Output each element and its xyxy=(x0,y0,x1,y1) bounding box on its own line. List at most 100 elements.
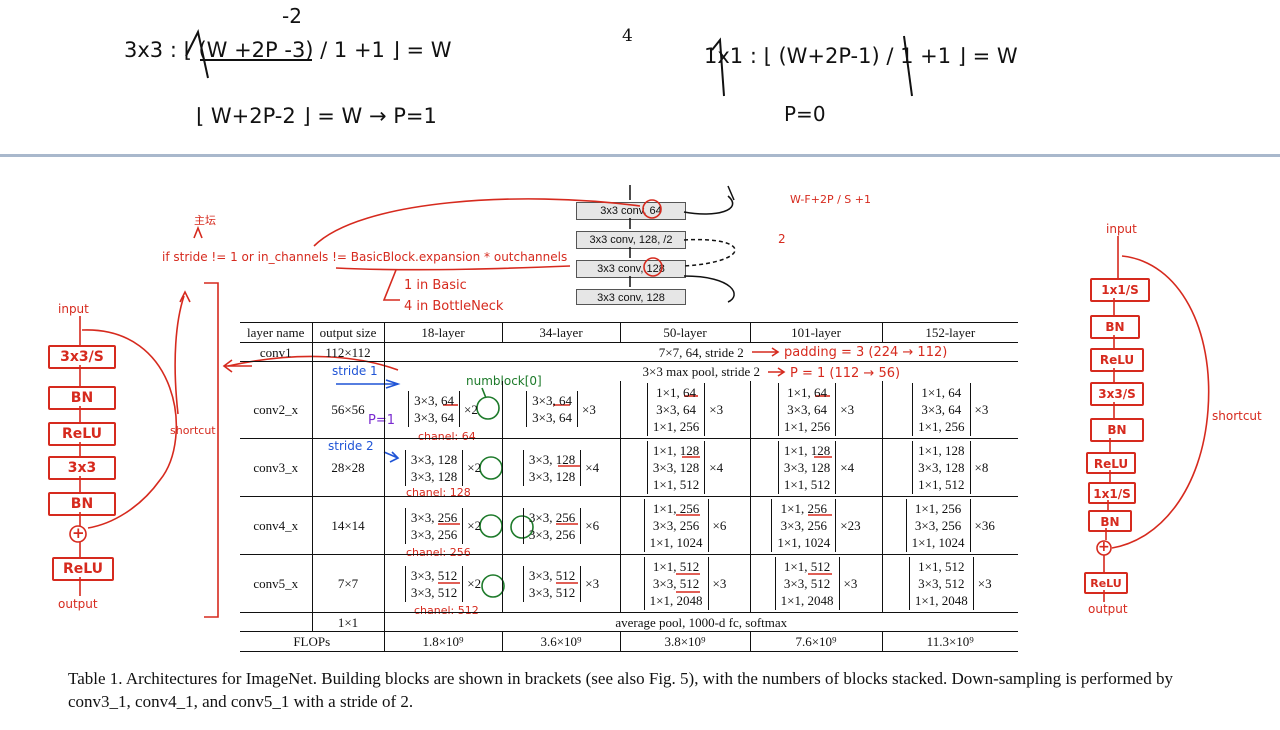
layer-name: conv5_x xyxy=(240,554,313,613)
right-flow-box: 3x3/S xyxy=(1090,382,1144,406)
left-flow-box: 3x3 xyxy=(48,456,116,480)
block-line: 3×3, 512 xyxy=(652,576,700,591)
block-line: 1×1, 64 xyxy=(921,384,962,400)
table-row: conv4_x 14×14 3×3, 256 3×3, 256 ×2 3×3, 25… xyxy=(240,496,1018,555)
block-line: 3×3, 64 xyxy=(532,393,572,409)
block-line: 3×3, 512 xyxy=(918,576,965,591)
pool-desc: 3×3 max pool, stride 2 xyxy=(642,363,760,379)
left-flow-box: ReLU xyxy=(48,422,116,446)
header-cell: 18-layer xyxy=(384,322,503,343)
architecture-table: layer name output size 18-layer 34-layer… xyxy=(240,322,1018,652)
block-line: 3×3, 512 xyxy=(410,567,458,583)
snippet-row: 3x3 conv, 128, /2 xyxy=(576,231,686,249)
block-multiplier: ×2 xyxy=(467,518,482,533)
snippet-row: 3x3 conv, 128 xyxy=(576,289,686,305)
right-flow-box: 1x1/S xyxy=(1090,278,1150,302)
output-size: 56×56 xyxy=(312,380,385,439)
block-line: 1×1, 1024 xyxy=(777,535,831,550)
block-multiplier: ×6 xyxy=(712,518,727,533)
output-size: 1×1 xyxy=(312,612,385,632)
expansion-bottleneck-note: 4 in BottleNeck xyxy=(404,299,504,314)
block-line: 3×3, 256 xyxy=(780,518,827,533)
block-line: 3×3, 512 xyxy=(410,584,458,600)
right-flow-box: ReLU xyxy=(1086,452,1136,474)
block-multiplier: ×3 xyxy=(974,401,989,417)
table-row: conv3_x 28×28 3×3, 128 3×3, 128 ×2 3×3, 12… xyxy=(240,438,1018,497)
eq-3x3: 3x3 : ⌊ (W +2P -3) / 1 +1 ⌋ = W xyxy=(124,38,452,62)
korean-note: 主坛 xyxy=(194,214,216,227)
block-line: 3×3, 64 xyxy=(414,393,454,409)
expansion-basic-note: 1 in Basic xyxy=(404,278,467,293)
block-multiplier: ×23 xyxy=(840,518,861,533)
block-line: 1×1, 64 xyxy=(787,384,827,400)
layer-name: conv4_x xyxy=(240,496,313,555)
block-line: 3×3, 64 xyxy=(921,401,962,417)
table-header-row: layer name output size 18-layer 34-layer… xyxy=(240,322,1018,343)
block-line: 3×3, 512 xyxy=(528,584,576,600)
table-row: conv2_x 56×56 3×3, 64 3×3, 64 ×2 3×3, 64 3×… xyxy=(240,380,1018,439)
block-line: 3×3, 256 xyxy=(528,509,576,525)
block-multiplier: ×2 xyxy=(467,460,482,475)
right-flow-box: BN xyxy=(1090,315,1140,339)
left-flow-output: output xyxy=(58,597,98,611)
block-multiplier: ×2 xyxy=(464,401,478,417)
block-line: 3×3, 128 xyxy=(528,451,576,467)
header-cell: 152-layer xyxy=(882,322,1018,343)
block-line: 3×3, 512 xyxy=(783,576,831,591)
table-row: conv5_x 7×7 3×3, 512 3×3, 512 ×2 3×3, 512 3… xyxy=(240,554,1018,613)
block-line: 1×1, 1024 xyxy=(649,535,703,550)
block-line: 1×1, 512 xyxy=(652,477,700,492)
right-flow-shortcut: shortcut xyxy=(1212,409,1262,423)
block-line: 1×1, 128 xyxy=(783,443,831,458)
left-flow-box: BN xyxy=(48,386,116,410)
header-cell: layer name xyxy=(240,322,313,343)
page-divider xyxy=(0,154,1280,157)
final-desc: average pool, 1000-d fc, softmax xyxy=(384,612,1018,632)
block-line: 1×1, 512 xyxy=(783,559,831,574)
block-line: 1×1, 256 xyxy=(652,501,700,516)
block-line: 3×3, 64 xyxy=(787,401,827,417)
flops-value: 7.6×10⁹ xyxy=(750,631,883,652)
block-line: 1×1, 128 xyxy=(652,443,700,458)
block-line: 3×3, 64 xyxy=(656,401,696,417)
block-multiplier: ×3 xyxy=(582,401,596,417)
block-line: 3×3, 64 xyxy=(414,410,454,426)
output-size: 7×7 xyxy=(312,554,385,613)
left-flow-box: BN xyxy=(48,492,116,516)
block-multiplier: ×3 xyxy=(585,576,600,591)
block-line: 1×1, 2048 xyxy=(649,593,703,608)
block-line: 1×1, 128 xyxy=(918,443,965,458)
right-flow-output: output xyxy=(1088,602,1128,616)
block-line: 3×3, 256 xyxy=(528,526,576,542)
right-flow-box: BN xyxy=(1090,418,1144,442)
layer-name: conv1 xyxy=(240,342,313,362)
block-multiplier: ×4 xyxy=(709,460,724,475)
block-line: 1×1, 1024 xyxy=(911,535,965,550)
output-size: 14×14 xyxy=(312,496,385,555)
formula-two-note: 2 xyxy=(778,232,786,246)
block-line: 1×1, 512 xyxy=(652,559,700,574)
flops-value: 11.3×10⁹ xyxy=(882,631,1018,652)
left-flow-plus: + xyxy=(72,524,85,542)
block-line: 3×3, 128 xyxy=(410,468,458,484)
flops-value: 1.8×10⁹ xyxy=(384,631,503,652)
block-line: 3×3, 128 xyxy=(652,460,700,475)
output-size: 112×112 xyxy=(312,342,385,362)
block-multiplier: ×4 xyxy=(585,460,600,475)
layer-name: conv3_x xyxy=(240,438,313,497)
header-cell: output size xyxy=(312,322,385,343)
table-row-pool: 3×3 max pool, stride 2 xyxy=(240,361,1018,381)
table-row-flops: FLOPs 1.8×10⁹ 3.6×10⁹ 3.8×10⁹ 7.6×10⁹ 11… xyxy=(240,631,1018,652)
right-flow-box: 1x1/S xyxy=(1088,482,1136,504)
block-multiplier: ×36 xyxy=(974,518,995,533)
right-flow-relu-out: ReLU xyxy=(1084,572,1128,594)
eq-1x1-result: P=0 xyxy=(784,102,826,126)
block-line: 1×1, 2048 xyxy=(780,593,834,608)
header-cell: 50-layer xyxy=(620,322,751,343)
block-line: 1×1, 2048 xyxy=(914,593,968,608)
block-line: 3×3, 256 xyxy=(914,518,962,533)
block-multiplier: ×4 xyxy=(840,460,855,475)
eq-3x3-fix: -2 xyxy=(282,4,302,28)
block-line: 1×1, 64 xyxy=(656,384,696,400)
block-multiplier: ×3 xyxy=(709,401,724,417)
